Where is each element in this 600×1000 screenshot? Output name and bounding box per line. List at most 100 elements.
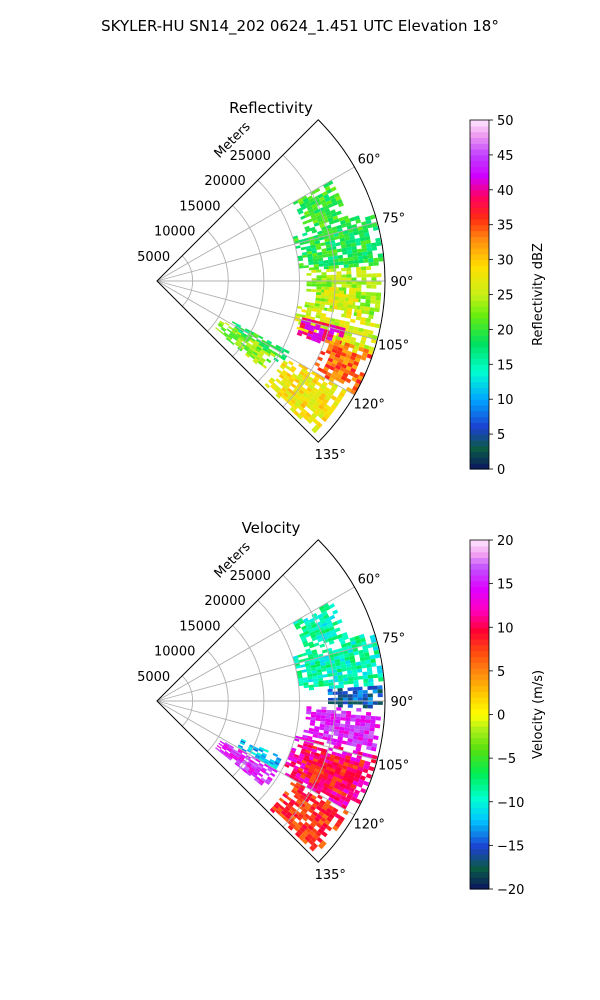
echo-cell <box>337 736 343 741</box>
echo-cell <box>317 828 324 835</box>
echo-cell <box>304 620 310 626</box>
echo-cell <box>362 693 368 698</box>
echo-cell <box>351 665 357 671</box>
echo-cell <box>311 247 317 251</box>
echo-cell <box>289 763 296 768</box>
echo-cell <box>319 410 326 416</box>
echo-cell <box>322 254 328 258</box>
echo-cell <box>357 686 363 691</box>
echo-cell <box>326 634 333 639</box>
echo-cell <box>221 326 227 331</box>
echo-cell <box>311 745 318 750</box>
colorbar-segment <box>470 311 489 319</box>
echo-cell <box>357 740 363 745</box>
echo-cell <box>321 611 328 617</box>
echo-cell <box>244 328 251 333</box>
echo-cell <box>311 308 317 312</box>
echo-cell <box>251 345 257 350</box>
echo-cell <box>224 750 230 755</box>
echo-cell <box>324 658 330 663</box>
echo-cell <box>372 646 379 651</box>
echo-cell <box>297 405 304 412</box>
echo-cell <box>336 752 342 758</box>
echo-cell <box>316 398 323 405</box>
colorbar-tick-label: 5 <box>497 428 505 443</box>
echo-cell <box>356 248 363 253</box>
echo-cell <box>324 319 330 324</box>
echo-cell <box>370 746 377 752</box>
echo-cell <box>244 345 250 350</box>
colorbar-tick-label: 5 <box>497 665 505 680</box>
echo-cell <box>315 312 322 316</box>
echo-cell <box>223 752 229 757</box>
echo-cell <box>252 771 258 776</box>
echo-cell <box>316 762 322 768</box>
echo-cell <box>340 640 346 645</box>
echo-cell <box>373 257 379 263</box>
echo-cell <box>279 381 285 387</box>
azimuth-gridline <box>156 280 355 396</box>
echo-cell <box>318 627 325 632</box>
echo-cell <box>309 631 316 636</box>
echo-cell <box>235 752 241 757</box>
echo-cell <box>316 813 323 820</box>
echo-cell <box>349 771 356 777</box>
echo-cell <box>303 779 310 785</box>
echo-cell <box>302 365 309 371</box>
echo-cell <box>348 652 355 657</box>
echo-cell <box>336 271 342 275</box>
echo-cell <box>248 760 254 766</box>
echo-cell <box>304 389 311 396</box>
echo-cell <box>370 658 376 664</box>
echo-cell <box>229 340 235 346</box>
echo-cell <box>314 392 321 399</box>
echo-cell <box>303 685 309 689</box>
echo-cell <box>301 759 307 765</box>
echo-cell <box>219 750 224 755</box>
echo-cell <box>320 808 327 814</box>
echo-cell <box>363 648 369 654</box>
echo-cell <box>289 774 295 780</box>
echo-cell <box>363 780 370 787</box>
echo-cell <box>309 766 316 771</box>
echo-cell <box>311 269 317 273</box>
echo-cell <box>377 701 383 705</box>
echo-cell <box>304 200 310 206</box>
echo-cell <box>225 337 231 342</box>
echo-cell <box>317 674 323 679</box>
echo-cell <box>367 738 374 743</box>
echo-cell <box>309 325 316 330</box>
echo-cell <box>325 712 332 717</box>
echo-cell <box>348 371 355 377</box>
echo-cell <box>334 726 340 730</box>
echo-cell <box>357 782 364 788</box>
echo-cell <box>301 205 307 211</box>
echo-cell <box>242 332 248 337</box>
colorbar-label: Reflectivity dBZ <box>531 243 546 346</box>
colorbar-tick-label: 20 <box>497 534 514 549</box>
echo-cell <box>326 268 332 273</box>
echo-cell <box>345 386 353 393</box>
echo-cell <box>312 672 318 677</box>
echo-cell <box>261 339 267 344</box>
echo-cell <box>356 273 362 278</box>
echo-cell <box>266 339 273 345</box>
echo-cell <box>308 816 315 823</box>
echo-cell <box>300 314 306 318</box>
echo-cell <box>368 258 374 263</box>
echo-cell <box>328 330 335 335</box>
colorbar-segment <box>470 580 489 588</box>
echo-cell <box>313 264 319 268</box>
echo-cell <box>255 753 261 758</box>
echo-cell <box>353 326 359 332</box>
echo-cell <box>354 728 360 733</box>
echo-cell <box>304 662 311 667</box>
echo-cell <box>328 813 335 820</box>
echo-cell <box>275 393 281 399</box>
echo-cell <box>315 666 322 670</box>
echo-cell <box>315 775 322 781</box>
echo-cell <box>306 650 313 655</box>
echo-cell <box>345 717 351 722</box>
echo-cell <box>305 716 311 720</box>
